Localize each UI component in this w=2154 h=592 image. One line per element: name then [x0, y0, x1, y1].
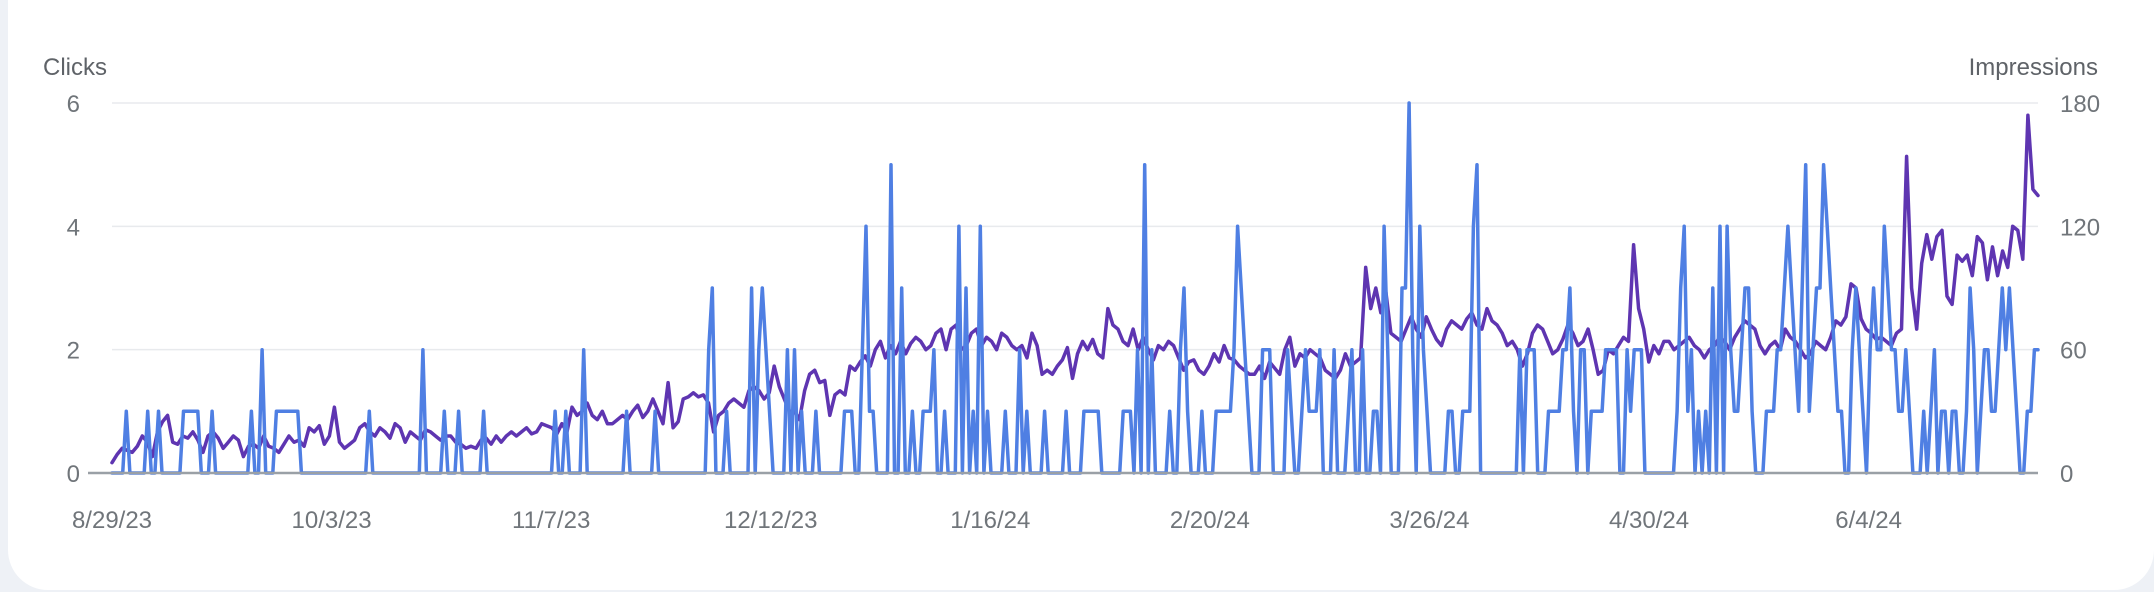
- x-tick-label: 6/4/24: [1835, 507, 1902, 534]
- series-group: [110, 101, 2040, 475]
- x-tick-label: 2/20/24: [1170, 507, 1250, 534]
- left-tick-label: 4: [67, 214, 80, 241]
- right-axis-title: Impressions: [1969, 54, 2098, 81]
- x-tick-label: 8/29/23: [72, 507, 152, 534]
- x-axis-ticks: 8/29/23 10/3/23 11/7/23 12/12/23 1/16/24 2/20…: [72, 507, 1902, 534]
- right-axis-ticks: 0 60 120 180: [2060, 91, 2100, 488]
- x-tick-label: 1/16/24: [950, 507, 1030, 534]
- x-tick-label: 11/7/23: [512, 507, 590, 534]
- left-axis-ticks: 0 2 4 6: [67, 91, 80, 488]
- left-tick-label: 6: [67, 91, 80, 118]
- right-tick-label: 60: [2060, 338, 2087, 365]
- left-tick-label: 0: [67, 461, 80, 488]
- left-tick-label: 2: [67, 338, 80, 365]
- clicks-series-line: [110, 101, 2040, 475]
- right-tick-label: 180: [2060, 91, 2100, 118]
- right-tick-label: 0: [2060, 461, 2073, 488]
- x-tick-label: 3/26/24: [1389, 507, 1469, 534]
- left-axis-title: Clicks: [43, 54, 107, 81]
- chart-card: Clicks Impressions 0 2 4 6 0 60 120 180 8/29/2…: [8, 0, 2154, 590]
- right-tick-label: 120: [2060, 214, 2100, 241]
- x-tick-label: 10/3/23: [292, 507, 372, 534]
- performance-chart: Clicks Impressions 0 2 4 6 0 60 120 180 8/29/2…: [43, 54, 2100, 534]
- x-tick-label: 4/30/24: [1609, 507, 1689, 534]
- x-tick-label: 12/12/23: [724, 507, 817, 534]
